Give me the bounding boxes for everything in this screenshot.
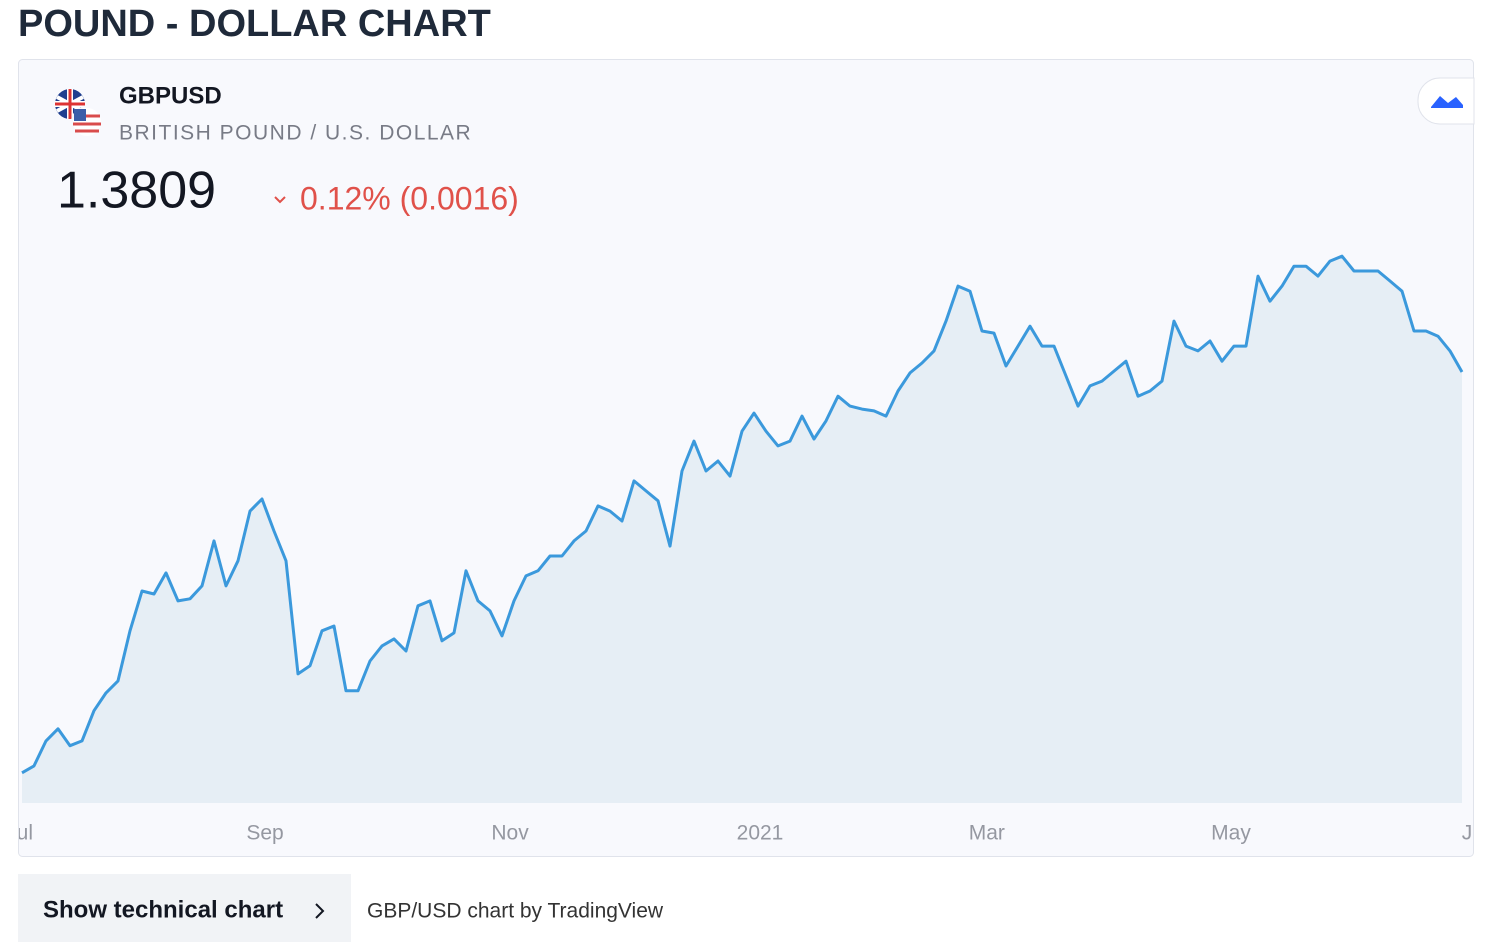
plot: Jul Sep Nov 2021 Mar May Jul: [6, 254, 1489, 845]
credit: GBP/USD chart by TradingView: [367, 900, 664, 923]
button-label: Show technical chart: [43, 896, 283, 923]
page-title: POUND - DOLLAR CHART: [18, 3, 491, 45]
price: 1.3809: [57, 162, 216, 220]
x-tick-label: Jul: [6, 822, 33, 845]
x-tick-label: May: [1211, 822, 1251, 845]
x-tick-label: Jul: [1462, 822, 1489, 845]
description: BRITISH POUND / U.S. DOLLAR: [119, 122, 472, 145]
x-tick-label: Nov: [491, 822, 529, 845]
down-chevron: [274, 196, 286, 204]
chart-style-button[interactable]: [1417, 77, 1475, 125]
x-tick-label: Mar: [969, 822, 1005, 845]
line: [21, 254, 1464, 775]
flag-icon: [55, 89, 103, 138]
technical-chart-button[interactable]: [18, 874, 351, 942]
price-change: 0.12% (0.0016): [300, 180, 519, 216]
x-tick-label: Sep: [246, 822, 283, 845]
button-chevron: [315, 903, 325, 919]
area: [22, 256, 1462, 803]
symbol: GBPUSD: [119, 82, 222, 109]
x-tick-label: 2021: [737, 822, 784, 845]
